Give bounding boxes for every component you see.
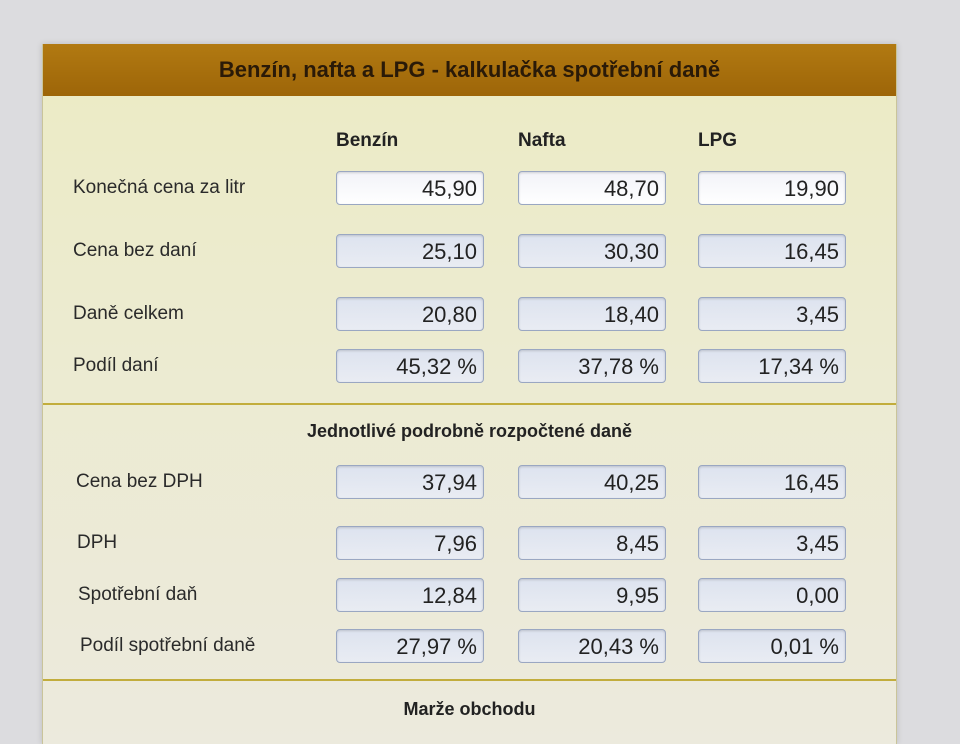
vat-lpg: 3,45 [698, 526, 846, 560]
excise-tax-lpg: 0,00 [698, 578, 846, 612]
label-excise-tax: Spotřební daň [78, 584, 198, 605]
column-header-nafta: Nafta [518, 130, 566, 151]
excise-tax-nafta: 9,95 [518, 578, 666, 612]
final-price-nafta-input[interactable]: 48,70 [518, 171, 666, 205]
column-header-benzin: Benzín [336, 130, 399, 151]
excise-share-nafta: 20,43 % [518, 629, 666, 663]
section-divider [43, 679, 896, 681]
total-taxes-nafta: 18,40 [518, 297, 666, 331]
vat-benzin: 7,96 [336, 526, 484, 560]
excise-tax-benzin: 12,84 [336, 578, 484, 612]
price-without-taxes-lpg: 16,45 [698, 234, 846, 268]
label-final-price: Konečná cena za litr [73, 177, 246, 198]
label-price-without-vat: Cena bez DPH [76, 471, 203, 492]
detail-section-title: Jednotlivé podrobně rozpočtené daně [306, 421, 633, 441]
vat-nafta: 8,45 [518, 526, 666, 560]
excise-share-lpg: 0,01 % [698, 629, 846, 663]
price-without-vat-lpg: 16,45 [698, 465, 846, 499]
price-without-taxes-benzin: 25,10 [336, 234, 484, 268]
section-divider [43, 403, 896, 405]
label-price-without-taxes: Cena bez daní [73, 240, 197, 261]
total-taxes-lpg: 3,45 [698, 297, 846, 331]
calculator-panel: Benzín, nafta a LPG - kalkulačka spotřeb… [42, 44, 897, 744]
margin-section-title: Marže obchodu [403, 699, 536, 719]
label-tax-share: Podíl daní [73, 355, 159, 376]
tax-share-nafta: 37,78 % [518, 349, 666, 383]
price-without-vat-nafta: 40,25 [518, 465, 666, 499]
label-excise-share: Podíl spotřební daně [80, 635, 256, 656]
total-taxes-benzin: 20,80 [336, 297, 484, 331]
calculator-title: Benzín, nafta a LPG - kalkulačka spotřeb… [43, 44, 896, 96]
label-vat: DPH [77, 532, 118, 553]
tax-share-lpg: 17,34 % [698, 349, 846, 383]
price-without-vat-benzin: 37,94 [336, 465, 484, 499]
final-price-lpg-input[interactable]: 19,90 [698, 171, 846, 205]
final-price-benzin-input[interactable]: 45,90 [336, 171, 484, 205]
column-header-lpg: LPG [698, 130, 738, 151]
excise-share-benzin: 27,97 % [336, 629, 484, 663]
price-without-taxes-nafta: 30,30 [518, 234, 666, 268]
tax-share-benzin: 45,32 % [336, 349, 484, 383]
label-total-taxes: Daně celkem [73, 303, 184, 324]
